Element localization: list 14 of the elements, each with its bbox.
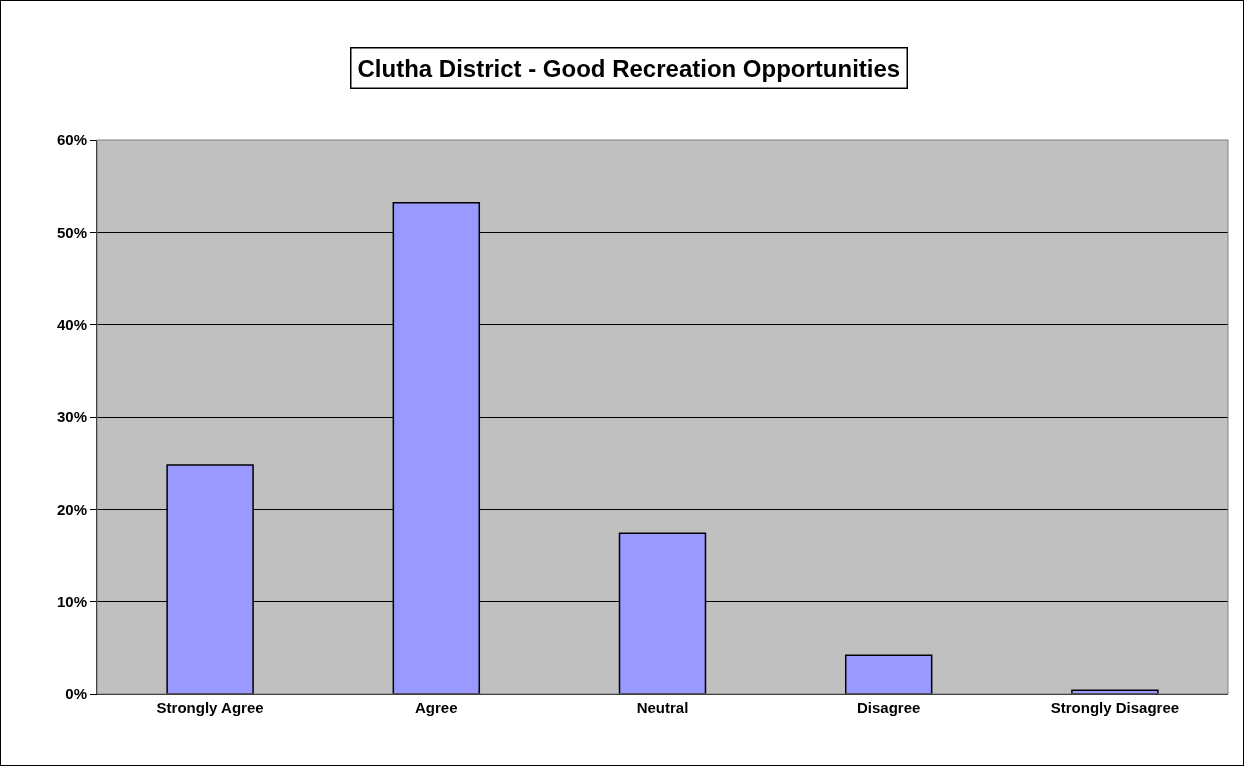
- x-tick-label: Agree: [415, 699, 458, 716]
- y-tick-label: 60%: [56, 131, 87, 149]
- x-tick-label: Strongly Agree: [156, 699, 264, 716]
- y-tick-label: 30%: [56, 408, 87, 426]
- y-tick-label: 10%: [56, 592, 87, 610]
- x-tick-label: Disagree: [857, 699, 921, 716]
- y-tick-label: 0%: [65, 685, 87, 703]
- y-tick-label: 20%: [56, 500, 87, 518]
- y-tick-label: 50%: [56, 223, 87, 241]
- x-tick-label: Neutral: [636, 699, 689, 716]
- chart-title: Clutha District - Good Recreation Opportunities: [357, 54, 901, 82]
- x-tick-label: Strongly Disagree: [1050, 699, 1180, 716]
- y-tick-label: 40%: [56, 315, 87, 333]
- bar: [844, 654, 933, 694]
